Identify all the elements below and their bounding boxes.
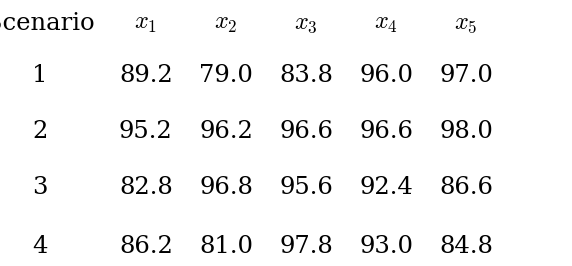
- Text: 93.0: 93.0: [359, 235, 413, 257]
- Text: 83.8: 83.8: [279, 64, 333, 87]
- Text: 96.8: 96.8: [199, 176, 253, 199]
- Text: 3: 3: [32, 176, 48, 199]
- Text: 2: 2: [33, 120, 47, 143]
- Text: 96.6: 96.6: [359, 120, 413, 143]
- Text: 84.8: 84.8: [439, 235, 493, 257]
- Text: 1: 1: [32, 64, 48, 87]
- Text: 97.8: 97.8: [279, 235, 333, 257]
- Text: 95.2: 95.2: [119, 120, 173, 143]
- Text: 79.0: 79.0: [199, 64, 253, 87]
- Text: Scenario: Scenario: [0, 12, 94, 35]
- Text: 82.8: 82.8: [119, 176, 173, 199]
- Text: $x_2$: $x_2$: [214, 12, 238, 35]
- Text: 89.2: 89.2: [119, 64, 173, 87]
- Text: 86.6: 86.6: [439, 176, 493, 199]
- Text: 86.2: 86.2: [119, 235, 173, 257]
- Text: 98.0: 98.0: [439, 120, 493, 143]
- Text: 4: 4: [32, 235, 48, 257]
- Text: $x_5$: $x_5$: [454, 12, 478, 35]
- Text: 81.0: 81.0: [199, 235, 253, 257]
- Text: 92.4: 92.4: [359, 176, 413, 199]
- Text: 97.0: 97.0: [439, 64, 493, 87]
- Text: 96.6: 96.6: [279, 120, 333, 143]
- Text: $x_1$: $x_1$: [134, 12, 157, 35]
- Text: 96.0: 96.0: [359, 64, 413, 87]
- Text: $x_4$: $x_4$: [374, 12, 398, 35]
- Text: 96.2: 96.2: [199, 120, 253, 143]
- Text: $x_3$: $x_3$: [294, 12, 318, 35]
- Text: 95.6: 95.6: [279, 176, 333, 199]
